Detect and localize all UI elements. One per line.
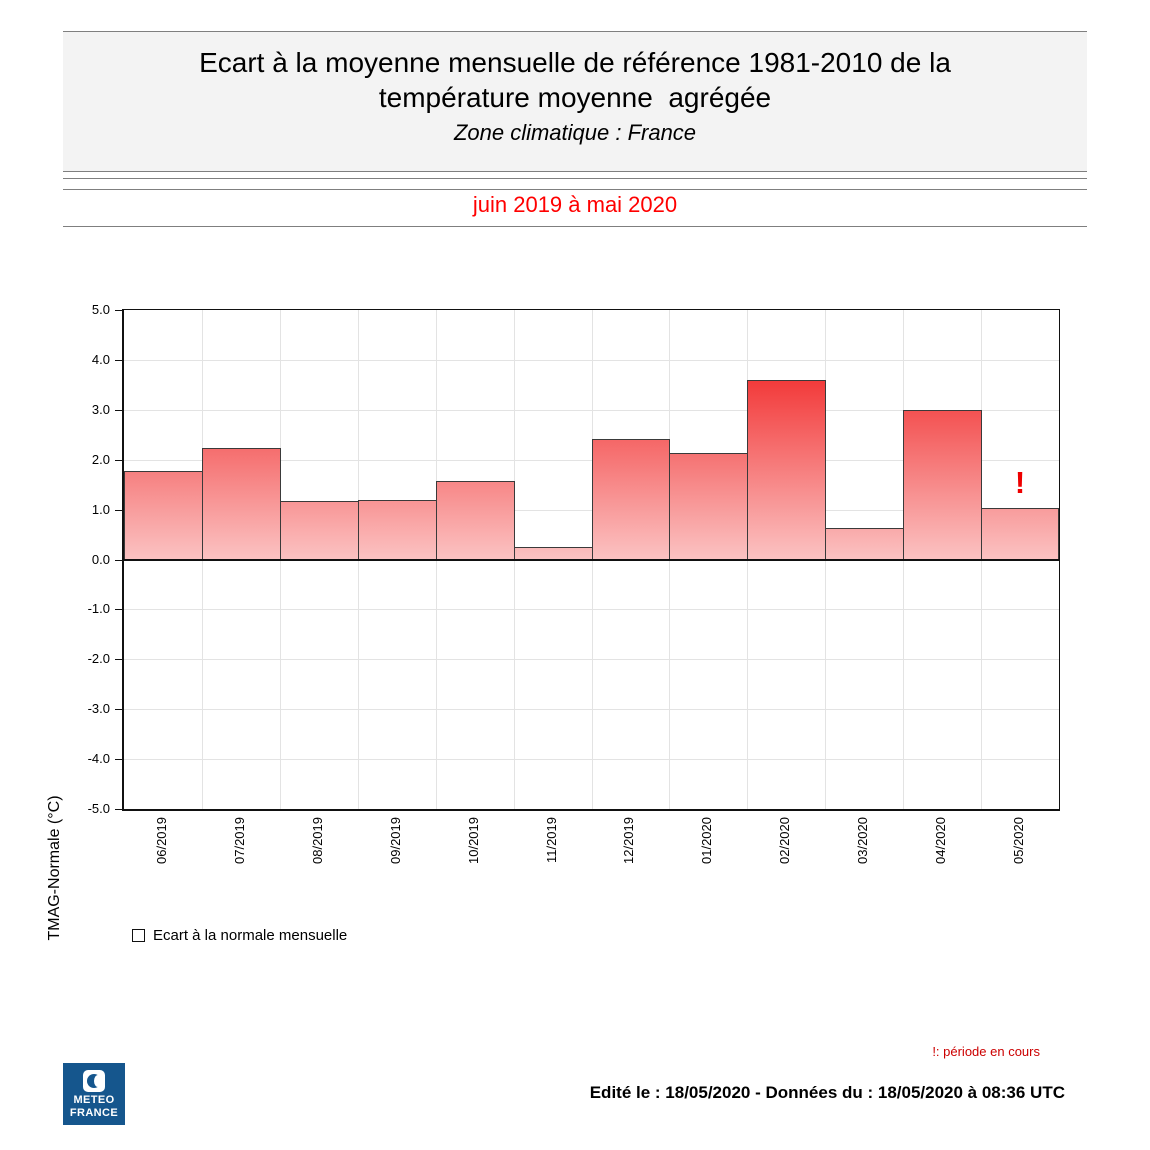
bar [825, 528, 904, 560]
zero-line [124, 559, 1059, 561]
y-tick-mark [115, 310, 122, 311]
chart-legend: Ecart à la normale mensuelle [132, 927, 347, 944]
x-tick-label: 08/2019 [310, 817, 325, 864]
page-subtitle: Zone climatique : France [453, 120, 697, 145]
y-tick-label: 1.0 [91, 502, 110, 517]
bar [669, 453, 748, 560]
divider [63, 226, 1087, 227]
x-tick-label: 02/2020 [777, 817, 792, 864]
y-tick-label: 5.0 [91, 302, 110, 317]
y-tick-label: -3.0 [87, 701, 110, 716]
y-tick-label: 0.0 [91, 552, 110, 567]
y-tick-mark [115, 659, 122, 660]
gridline [124, 759, 1059, 760]
title-box: Ecart à la moyenne mensuelle de référenc… [63, 31, 1087, 172]
y-tick-label: -1.0 [87, 601, 110, 616]
page-title: Ecart à la moyenne mensuelle de référenc… [199, 47, 959, 113]
x-tick-label: 10/2019 [466, 817, 481, 864]
bar [124, 471, 203, 560]
bar [592, 439, 670, 560]
logo-text-line1: METEO [73, 1094, 115, 1106]
gridline [124, 709, 1059, 710]
bar [981, 508, 1059, 560]
x-tick-label: 11/2019 [544, 817, 559, 864]
bar [202, 448, 281, 560]
bar [436, 481, 515, 560]
divider [63, 189, 1087, 190]
meteo-france-logo: METEO FRANCE [63, 1063, 125, 1125]
y-tick-mark [115, 410, 122, 411]
gridline [124, 460, 1059, 461]
x-tick-label: 12/2019 [621, 817, 636, 864]
current-period-footnote: !: période en cours [932, 1044, 1040, 1059]
y-tick-mark [115, 609, 122, 610]
logo-text-line2: FRANCE [69, 1107, 119, 1119]
y-axis-title: TMAG-Normale (°C) [46, 795, 63, 941]
current-period-marker: ! [1014, 465, 1026, 500]
x-tick-label: 04/2020 [933, 817, 948, 864]
gridline [124, 360, 1059, 361]
edition-timestamp: Edité le : 18/05/2020 - Données du : 18/… [589, 1083, 1065, 1102]
x-tick-label: 01/2020 [699, 817, 714, 864]
y-tick-mark [115, 510, 122, 511]
x-tick-label: 07/2019 [232, 817, 247, 864]
x-tick-label: 05/2020 [1011, 817, 1026, 864]
bar-chart: TMAG-Normale (°C) 5.0 4.0 3.0 2.0 1.0 0.0 -1.0… [46, 302, 1060, 941]
gridline [124, 410, 1059, 411]
y-tick-mark [115, 560, 122, 561]
legend-label: Ecart à la normale mensuelle [153, 927, 348, 944]
y-tick-label: -4.0 [87, 751, 110, 766]
y-tick-label: 2.0 [91, 452, 110, 467]
divider [63, 178, 1087, 179]
gridline [124, 609, 1059, 610]
meteo-france-icon [83, 1070, 105, 1092]
y-tick-label: -5.0 [87, 801, 110, 816]
gridline [124, 510, 1059, 511]
y-tick-mark [115, 709, 122, 710]
legend-swatch-icon [132, 929, 145, 942]
y-tick-label: -2.0 [87, 651, 110, 666]
y-tick-label: 3.0 [91, 402, 110, 417]
bar [903, 410, 982, 560]
period-label: juin 2019 à mai 2020 [472, 192, 678, 217]
bar [358, 500, 437, 560]
x-tick-label: 06/2019 [154, 817, 169, 864]
y-tick-mark [115, 460, 122, 461]
y-tick-label: 4.0 [91, 352, 110, 367]
gridline [124, 659, 1059, 660]
y-tick-mark [115, 759, 122, 760]
y-tick-mark [115, 809, 122, 810]
x-tick-label: 09/2019 [388, 817, 403, 864]
y-tick-mark [115, 360, 122, 361]
bar [747, 380, 826, 560]
bar [280, 501, 359, 560]
x-tick-label: 03/2020 [855, 817, 870, 864]
